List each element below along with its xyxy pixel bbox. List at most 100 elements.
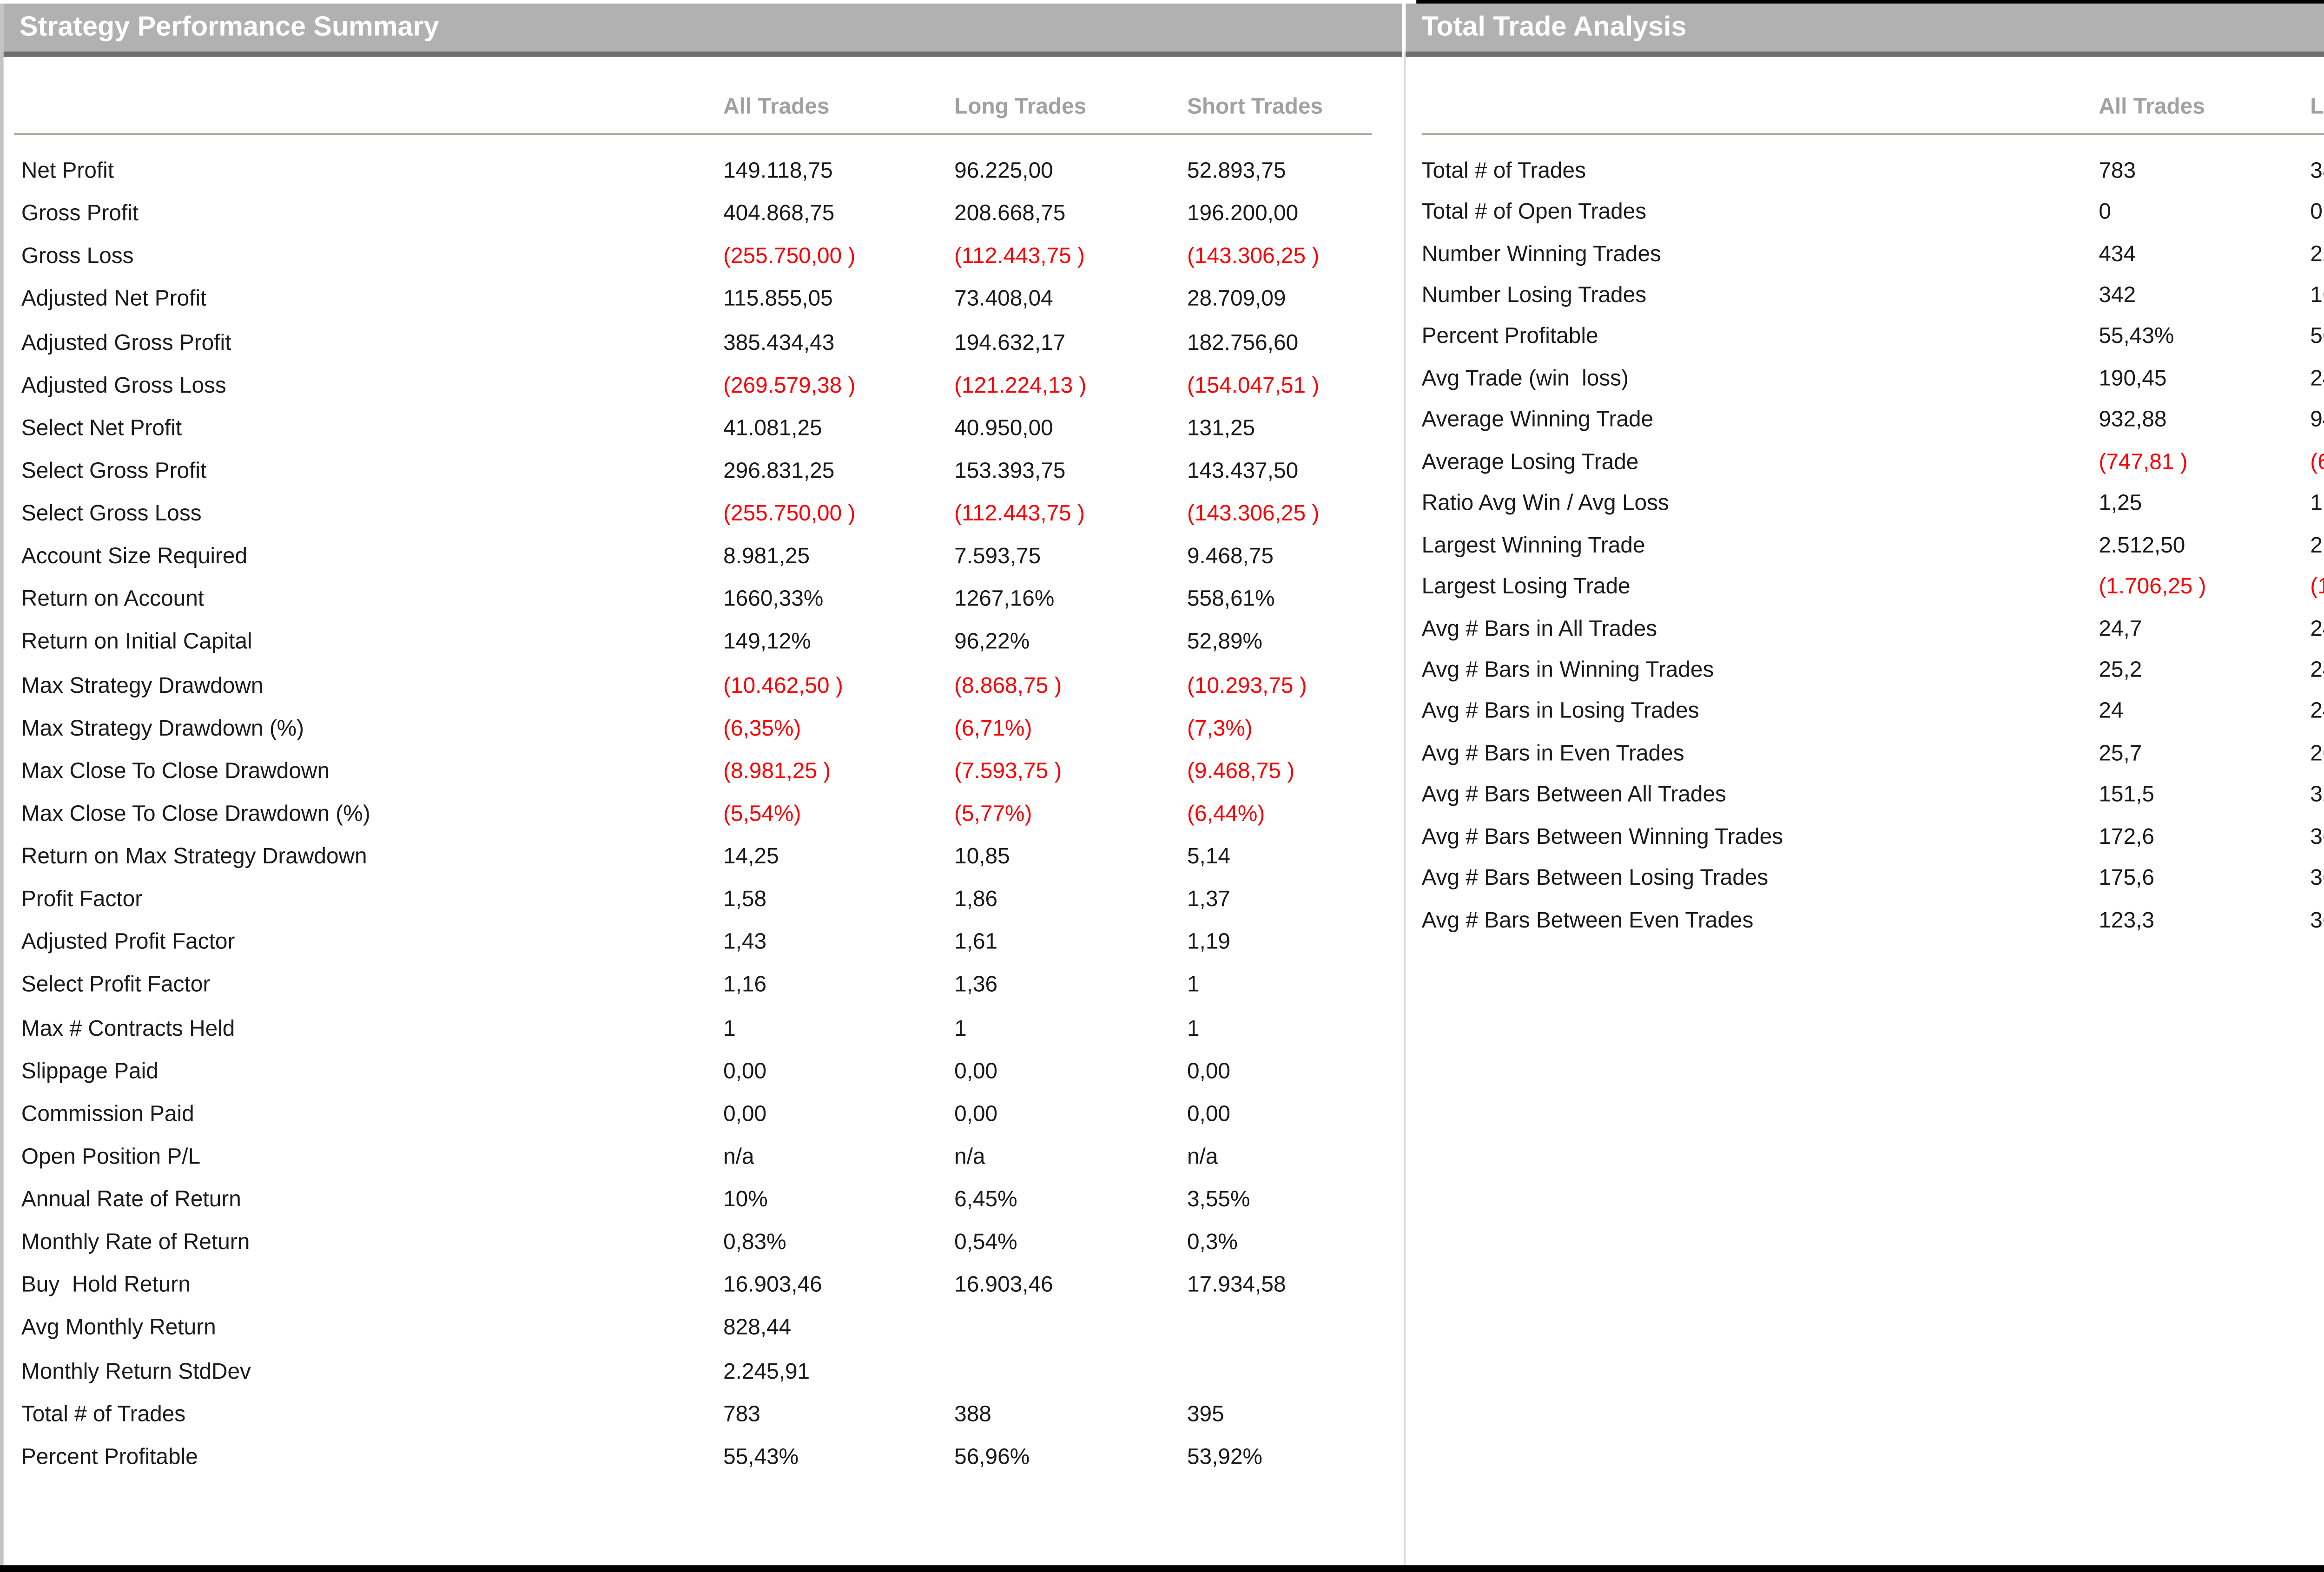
long-trades-value: 1,61 xyxy=(954,929,998,955)
long-trades-value: (112.443,75 ) xyxy=(954,501,1085,526)
all-trades-value: 25,2 xyxy=(2099,657,2142,683)
table-row: Commission Paid 0,00 0,00 0,00 xyxy=(21,1092,1368,1135)
long-trades-value: 96.225,00 xyxy=(954,158,1053,184)
table-row: Max # Contracts Held 1 1 1 xyxy=(21,1006,1368,1049)
all-trades-value: 2.245,91 xyxy=(723,1358,810,1383)
long-trades-value: 388 xyxy=(2310,158,2324,183)
all-trades-value: 1,16 xyxy=(723,973,767,998)
metric-label: Annual Rate of Return xyxy=(21,1187,241,1212)
long-trades-value: (685,63 ) xyxy=(2310,449,2324,474)
all-trades-value: 0,00 xyxy=(723,1101,767,1126)
long-trades-value: 56,96% xyxy=(2310,324,2324,349)
metric-label: Monthly Rate of Return xyxy=(21,1230,250,1255)
table-row: Total # of Open Trades 0 0 0 xyxy=(1422,191,2324,233)
table-row: Avg # Bars Between Even Trades 123,3 366… xyxy=(1422,899,2324,941)
metric-label: Total # of Trades xyxy=(1421,158,1586,183)
left-col-header-all-trades: All Trades xyxy=(723,94,830,119)
all-trades-value: 0 xyxy=(2099,199,2111,224)
table-row: Average Losing Trade (747,81 ) (685,63 )… xyxy=(1422,441,2324,482)
long-trades-value: 0,00 xyxy=(954,1101,998,1126)
all-trades-value: 434 xyxy=(2099,241,2136,266)
short-trades-value: (154.047,51 ) xyxy=(1187,372,1320,398)
metric-label: Average Winning Trade xyxy=(1421,407,1654,433)
long-trades-value: 153.393,75 xyxy=(954,458,1066,483)
long-trades-value: 1,36 xyxy=(954,973,998,998)
short-trades-value: (9.468,75 ) xyxy=(1187,758,1295,783)
all-trades-value: 1660,33% xyxy=(723,586,824,612)
metric-label: Largest Losing Trade xyxy=(1421,574,1631,599)
all-trades-value: (255.750,00 ) xyxy=(723,243,856,269)
short-trades-value: 0,00 xyxy=(1187,1101,1231,1126)
metric-label: Monthly Return StdDev xyxy=(21,1358,251,1383)
metric-label: Adjusted Gross Profit xyxy=(21,329,231,355)
metric-label: Max Close To Close Drawdown xyxy=(21,758,330,783)
all-trades-value: 41.081,25 xyxy=(723,415,822,441)
all-trades-value: 0,00 xyxy=(723,1058,767,1084)
long-trades-value: (6,71%) xyxy=(954,715,1032,741)
long-trades-value: n/a xyxy=(954,1144,985,1169)
long-trades-value: 221 xyxy=(2310,241,2324,266)
metric-label: Avg # Bars in All Trades xyxy=(1421,615,1657,641)
long-trades-value: 40.950,00 xyxy=(954,415,1053,441)
all-trades-value: (6,35%) xyxy=(723,715,801,741)
long-trades-value: 96,22% xyxy=(954,630,1030,655)
table-row: Avg # Bars Between All Trades 151,5 329,… xyxy=(1422,774,2324,816)
metric-label: Select Gross Profit xyxy=(21,458,207,483)
long-trades-value: 367,1 xyxy=(2310,823,2324,849)
short-trades-value: 1,37 xyxy=(1187,887,1231,912)
metric-label: Select Profit Factor xyxy=(21,973,211,998)
all-trades-value: 10% xyxy=(723,1187,768,1212)
short-trades-value: 143.437,50 xyxy=(1187,458,1299,483)
left-col-header-long-trades: Long Trades xyxy=(954,94,1087,119)
long-trades-value: 944,20 xyxy=(2310,407,2324,433)
all-trades-value: 24 xyxy=(2099,699,2124,724)
long-trades-value: 0,54% xyxy=(954,1230,1017,1255)
metric-label: Net Profit xyxy=(21,158,114,184)
all-trades-value: 828,44 xyxy=(723,1315,792,1341)
window-left-edge xyxy=(0,3,4,1565)
all-trades-value: (255.750,00 ) xyxy=(723,501,856,526)
short-trades-value: 1 xyxy=(1187,973,1200,998)
table-row: Adjusted Net Profit 115.855,05 73.408,04… xyxy=(21,278,1368,321)
right-header-rule xyxy=(1421,133,2324,135)
metric-label: Max Strategy Drawdown (%) xyxy=(21,715,304,741)
all-trades-value: (10.462,50 ) xyxy=(723,672,843,697)
short-trades-value: 131,25 xyxy=(1187,415,1255,441)
long-trades-value: 194.632,17 xyxy=(954,329,1066,355)
all-trades-value: (8.981,25 ) xyxy=(723,758,831,783)
long-trades-value: 388 xyxy=(954,1401,991,1426)
long-trades-value: 366 xyxy=(2310,907,2324,932)
table-row: Avg Monthly Return 828,44 xyxy=(21,1307,1368,1349)
table-row: Adjusted Profit Factor 1,43 1,61 1,19 xyxy=(21,921,1368,963)
short-trades-value: 3,55% xyxy=(1187,1187,1250,1212)
all-trades-value: 151,5 xyxy=(2099,782,2154,807)
table-row: Avg Trade (win loss) 190,45 248,00 133,9… xyxy=(1422,357,2324,399)
all-trades-value: 190,45 xyxy=(2099,366,2167,391)
metric-label: Buy Hold Return xyxy=(21,1272,191,1298)
all-trades-value: 115.855,05 xyxy=(723,287,833,312)
short-trades-value: 1 xyxy=(1187,1015,1200,1040)
table-row: Select Gross Loss (255.750,00 ) (112.443… xyxy=(21,492,1368,535)
table-row: Return on Max Strategy Drawdown 14,25 10… xyxy=(21,835,1368,878)
left-header-rule xyxy=(14,133,1372,135)
table-row: Number Winning Trades 434 221 213 xyxy=(1422,232,2324,274)
table-row: Max Strategy Drawdown (%) (6,35%) (6,71%… xyxy=(21,706,1368,749)
short-trades-value: 0,3% xyxy=(1187,1230,1238,1255)
window-top-edge xyxy=(1416,0,2324,4)
table-row: Open Position P/L n/a n/a n/a xyxy=(21,1135,1368,1178)
metric-label: Avg Monthly Return xyxy=(21,1315,216,1341)
metric-label: Adjusted Gross Loss xyxy=(21,372,226,398)
all-trades-value: 385.434,43 xyxy=(723,329,835,355)
all-trades-value: 16.903,46 xyxy=(723,1272,822,1298)
metric-label: Avg # Bars Between Even Trades xyxy=(1421,907,1754,932)
long-trades-value: 16.903,46 xyxy=(954,1272,1053,1298)
table-row: Select Profit Factor 1,16 1,36 1 xyxy=(21,964,1368,1006)
all-trades-value: (5,54%) xyxy=(723,801,801,826)
table-row: Max Close To Close Drawdown (%) (5,54%) … xyxy=(21,792,1368,835)
long-trades-value: (7.593,75 ) xyxy=(954,758,1062,783)
all-trades-value: 24,7 xyxy=(2099,615,2142,641)
long-trades-value: 1267,16% xyxy=(954,586,1055,612)
short-trades-value: (10.293,75 ) xyxy=(1187,672,1307,697)
table-row: Adjusted Gross Profit 385.434,43 194.632… xyxy=(21,321,1368,363)
